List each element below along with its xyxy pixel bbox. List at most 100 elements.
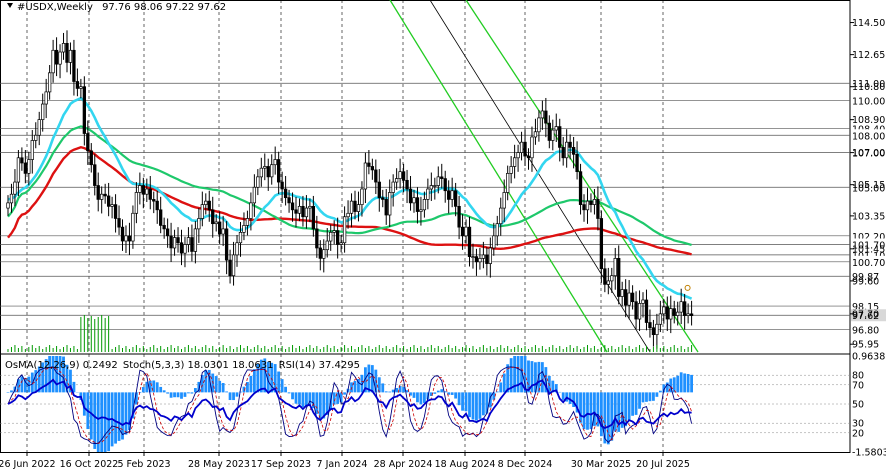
- candle-body: [156, 201, 159, 210]
- candle-body: [239, 232, 242, 242]
- candle-body: [277, 160, 280, 183]
- osma-bar: [687, 374, 690, 392]
- osma-bar: [156, 382, 159, 392]
- osc-tick-label: 0.9638: [852, 352, 885, 363]
- candle-body: [284, 189, 287, 198]
- osma-bar: [319, 392, 322, 418]
- candle-body: [430, 186, 433, 189]
- candle-body: [309, 206, 312, 208]
- candle-body: [28, 160, 31, 174]
- candle-body: [395, 179, 398, 182]
- candle-body: [569, 142, 572, 147]
- osma-bar: [284, 387, 287, 393]
- y-tick-label: 101.45: [852, 244, 885, 255]
- osc-tick-label: -1.5803: [852, 448, 886, 459]
- candle-body: [489, 248, 492, 264]
- candle-body: [180, 243, 183, 253]
- candle-body: [333, 231, 336, 233]
- candle-body: [642, 300, 645, 303]
- collapse-arrow-icon[interactable]: [7, 3, 13, 8]
- osma-bar: [204, 370, 207, 392]
- y-tick-label: 97.70: [852, 309, 879, 320]
- osma-bar: [673, 377, 676, 392]
- candle-body: [510, 166, 513, 173]
- candle-body: [503, 192, 506, 208]
- candle-body: [440, 177, 443, 179]
- osma-bar: [343, 392, 346, 394]
- candle-body: [617, 258, 620, 296]
- osma-bar: [142, 387, 145, 392]
- candle-body: [413, 198, 416, 203]
- candle-body: [218, 222, 221, 234]
- oscillator-header: OsMA(12,26,9) 0.2492 Stoch(5,3,3) 18.030…: [5, 360, 360, 371]
- x-tick-label: 16 Oct 2022: [60, 459, 119, 470]
- osma-bar: [253, 369, 256, 392]
- candle-body: [527, 156, 530, 158]
- level-tag-label: 110.00: [852, 97, 885, 108]
- osma-bar: [114, 392, 117, 443]
- candle-body: [73, 50, 76, 81]
- candle-body: [375, 170, 378, 182]
- candle-body: [298, 206, 301, 213]
- candle-body: [597, 199, 600, 218]
- osma-bar: [475, 392, 478, 420]
- level-tag-label: 96.80: [852, 325, 879, 336]
- x-tick-label: 30 Mar 2025: [571, 459, 631, 470]
- candle-body: [340, 243, 343, 245]
- osma-bar: [118, 392, 121, 441]
- candle-body: [243, 225, 246, 232]
- candle-body: [558, 127, 561, 148]
- candle-body: [322, 250, 325, 259]
- osma-bar: [683, 373, 686, 392]
- candle-body: [24, 163, 27, 173]
- osma-bar: [451, 392, 454, 395]
- osc-tick-label: 20: [852, 428, 864, 439]
- candle-body: [565, 142, 568, 158]
- candle-body: [534, 132, 537, 137]
- candle-body: [263, 166, 266, 168]
- candle-body: [208, 201, 211, 210]
- y-tick-label: 105.15: [852, 180, 885, 191]
- candle-body: [513, 158, 516, 167]
- candle-body: [506, 173, 509, 192]
- osma-bar: [250, 376, 253, 392]
- candle-body: [669, 309, 672, 319]
- candle-body: [427, 189, 430, 199]
- candle-body: [524, 142, 527, 156]
- candle-body: [343, 217, 346, 243]
- candle-body: [493, 236, 496, 248]
- candle-body: [579, 172, 582, 205]
- candle-body: [517, 153, 520, 158]
- candle-body: [683, 302, 686, 316]
- candle-body: [649, 323, 652, 328]
- candle-body: [406, 180, 409, 189]
- candle-body: [621, 290, 624, 297]
- candle-body: [211, 210, 214, 224]
- candle-body: [676, 312, 679, 315]
- candle-body: [225, 229, 228, 260]
- candle-body: [590, 201, 593, 204]
- x-tick-label: 28 May 2023: [188, 459, 250, 470]
- candle-body: [69, 50, 72, 62]
- candle-body: [52, 50, 55, 73]
- osma-bar: [395, 388, 398, 392]
- candle-body: [100, 194, 103, 199]
- candle-body: [274, 160, 277, 165]
- candle-body: [388, 192, 391, 215]
- candle-body: [312, 206, 315, 229]
- candle-body: [215, 222, 218, 224]
- osma-bar: [499, 382, 502, 392]
- candle-body: [409, 189, 412, 203]
- osma-bar: [191, 392, 194, 393]
- osma-bar: [236, 392, 239, 396]
- osma-bar: [302, 392, 305, 407]
- osma-bar: [229, 392, 232, 400]
- candle-body: [423, 199, 426, 209]
- x-tick-label: 28 Apr 2024: [374, 459, 433, 470]
- candle-body: [305, 208, 308, 217]
- candle-body: [461, 227, 464, 236]
- candle-body: [319, 248, 322, 258]
- candle-body: [246, 218, 249, 225]
